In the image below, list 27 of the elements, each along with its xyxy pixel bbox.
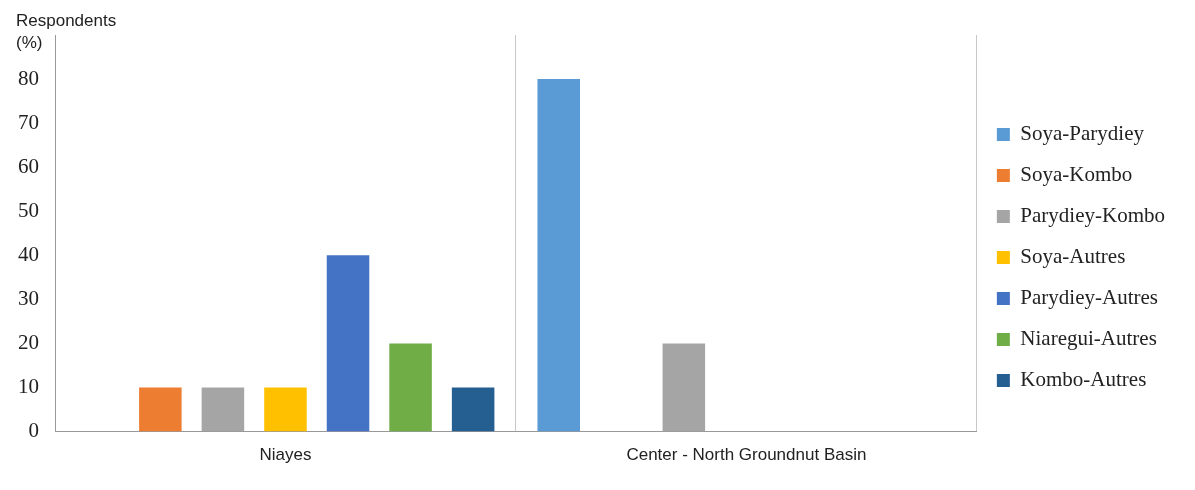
legend-label: Soya-Autres bbox=[1020, 244, 1126, 269]
legend-label: Soya-Parydiey bbox=[1020, 121, 1145, 146]
legend-label: Kombo-Autres bbox=[1020, 367, 1147, 392]
legend-label: Parydiey-Autres bbox=[1020, 285, 1158, 310]
bar bbox=[201, 387, 245, 432]
bar bbox=[139, 387, 182, 432]
bar bbox=[537, 79, 580, 432]
legend-label: Parydiey-Kombo bbox=[1020, 203, 1166, 228]
y-tick-label: 30 bbox=[18, 285, 39, 310]
y-tick-label: 0 bbox=[28, 418, 39, 443]
bar bbox=[389, 343, 432, 432]
y-axis-title: Respondents (%) bbox=[16, 10, 118, 54]
y-tick-label: 10 bbox=[18, 374, 39, 399]
y-tick-label: 60 bbox=[18, 153, 39, 178]
x-tick-label: Niayes bbox=[259, 445, 312, 465]
y-tick-label: 20 bbox=[18, 329, 39, 354]
bar bbox=[326, 255, 370, 432]
y-tick-label: 40 bbox=[18, 241, 39, 266]
bar bbox=[451, 387, 495, 432]
y-tick-label: 50 bbox=[18, 197, 39, 222]
legend-label: Niaregui-Autres bbox=[1020, 326, 1157, 351]
x-tick-label: Center - North Groundnut Basin bbox=[626, 445, 867, 465]
y-tick-label: 70 bbox=[18, 109, 39, 134]
legend-label: Soya-Kombo bbox=[1020, 162, 1133, 187]
bar bbox=[662, 343, 706, 432]
y-tick-label: 80 bbox=[18, 65, 39, 90]
bar bbox=[264, 387, 307, 432]
